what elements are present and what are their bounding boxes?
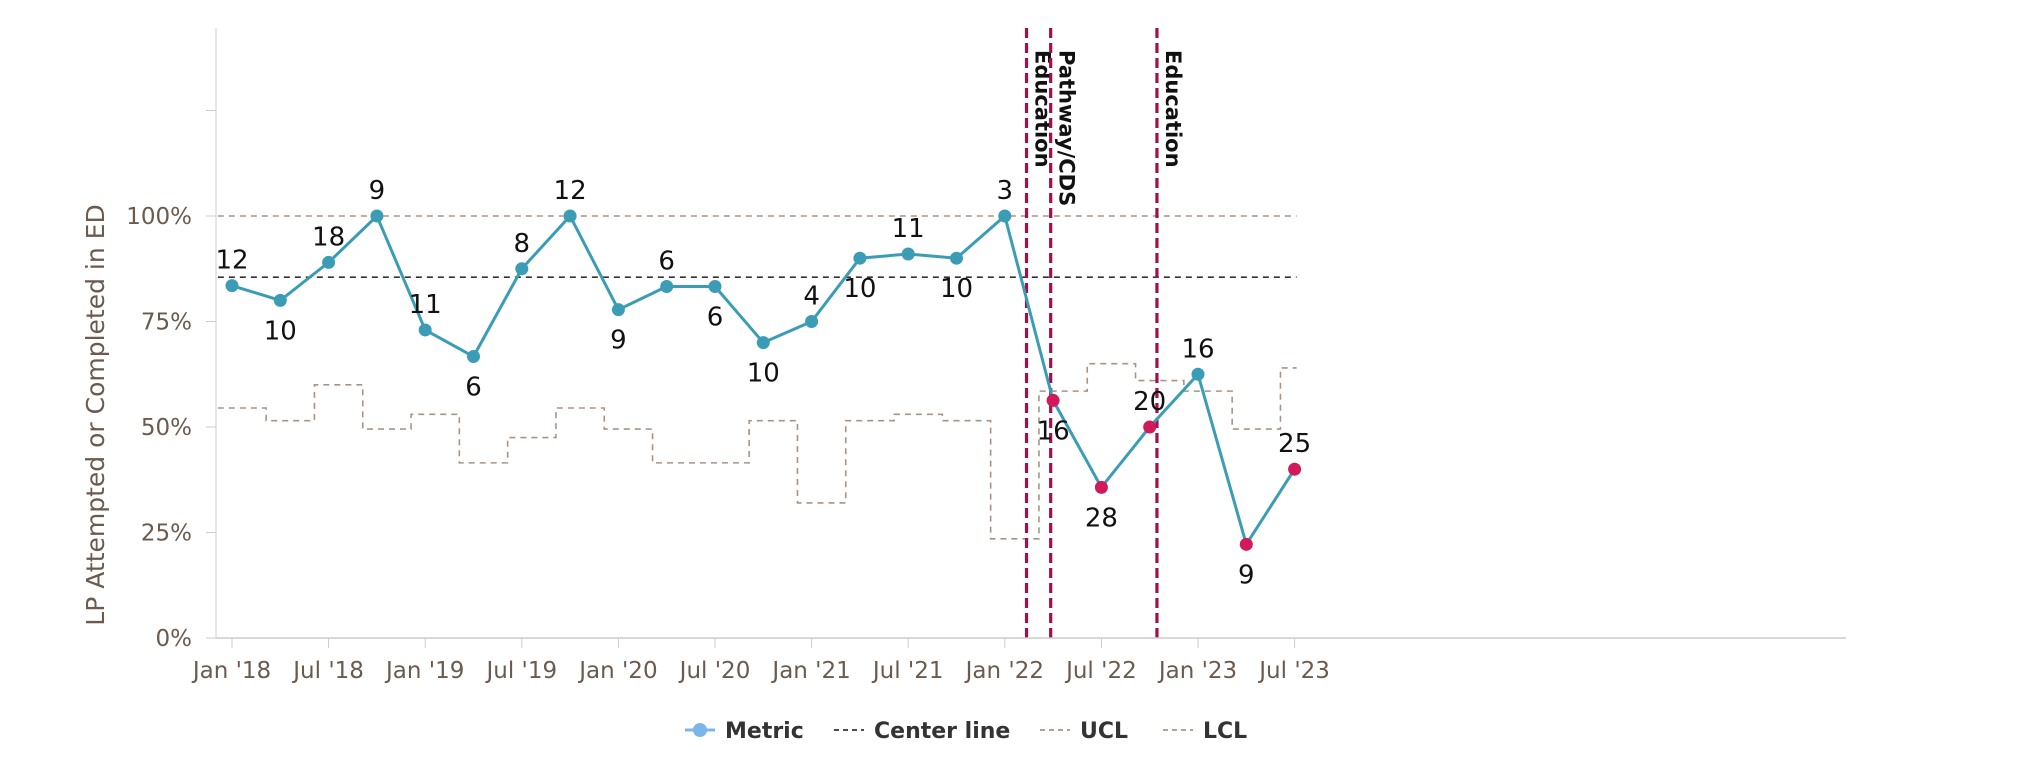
metric-point xyxy=(563,209,577,223)
legend-swatch-marker xyxy=(693,723,707,737)
y-tick-label: 75% xyxy=(141,310,192,336)
data-label: 6 xyxy=(658,246,675,276)
lcl-line xyxy=(217,362,1297,540)
metric-point xyxy=(950,251,963,265)
data-label: 6 xyxy=(465,373,482,403)
data-label: 8 xyxy=(514,229,531,259)
annotation-label: Pathway/CDS xyxy=(1055,50,1079,206)
metric-series xyxy=(225,209,1302,551)
x-tick-label: Jul '21 xyxy=(871,658,944,684)
x-tick-label: Jan '19 xyxy=(384,658,464,684)
legend-item-metric[interactable]: Metric xyxy=(685,719,804,744)
x-tick-label: Jul '22 xyxy=(1064,658,1137,684)
data-label: 3 xyxy=(997,176,1014,206)
metric-point xyxy=(901,247,915,261)
x-tick-label: Jul '19 xyxy=(484,658,557,684)
legend-label: UCL xyxy=(1080,719,1128,744)
metric-point xyxy=(322,255,336,269)
legend[interactable]: Metric Center line UCL LCL xyxy=(685,719,1247,744)
x-tick-label: Jan '22 xyxy=(964,658,1044,684)
data-label: 9 xyxy=(610,326,627,356)
data-label: 28 xyxy=(1085,503,1118,533)
data-labels: 12 10 18 9 11 6 8 12 9 6 6 10 4 10 11 10 3 16 28 20 16 9 25 xyxy=(215,176,1311,590)
metric-point xyxy=(515,262,529,276)
data-label: 10 xyxy=(264,316,297,346)
legend-label: LCL xyxy=(1203,719,1247,744)
metric-point xyxy=(1143,420,1157,434)
metric-point xyxy=(1191,367,1205,381)
x-tick-label: Jan '21 xyxy=(770,658,850,684)
metric-point xyxy=(853,251,867,265)
x-tick-label: Jan '18 xyxy=(191,658,271,684)
metric-point xyxy=(467,350,480,364)
y-tick-label: 100% xyxy=(126,204,192,230)
metric-point xyxy=(1094,480,1108,494)
data-label: 16 xyxy=(1037,416,1070,446)
metric-point xyxy=(1239,537,1253,551)
data-label: 12 xyxy=(215,246,248,276)
data-label: 11 xyxy=(409,290,442,320)
data-label: 18 xyxy=(312,222,345,252)
metric-point xyxy=(756,336,770,350)
metric-point xyxy=(708,279,722,293)
x-tick-label: Jan '20 xyxy=(577,658,657,684)
metric-point xyxy=(273,293,287,307)
axes: 0% 25% 50% 75% 100% Jan '18 Jul '18 Jan '19 Jul … xyxy=(126,28,1846,684)
metric-point xyxy=(805,315,819,328)
x-tick-label: Jan '23 xyxy=(1157,658,1237,684)
metric-point xyxy=(1288,462,1302,476)
data-label: 10 xyxy=(940,274,973,304)
annotation-label: Education xyxy=(1161,50,1185,168)
data-label: 16 xyxy=(1181,334,1214,364)
y-axis-title: LP Attempted or Completed in ED xyxy=(81,204,110,625)
metric-point xyxy=(998,209,1012,223)
metric-point xyxy=(418,323,432,337)
annotations: Education Pathway/CDS Education xyxy=(1024,28,1185,638)
control-limits xyxy=(217,215,1297,540)
data-label: 11 xyxy=(892,214,925,244)
x-tick-label: Jul '23 xyxy=(1257,658,1330,684)
data-label: 6 xyxy=(707,302,724,332)
data-label: 25 xyxy=(1278,429,1311,459)
legend-label: Center line xyxy=(874,719,1010,744)
x-tick-label: Jul '20 xyxy=(678,658,751,684)
data-label: 4 xyxy=(803,282,820,312)
data-label: 20 xyxy=(1133,387,1166,417)
data-label: 10 xyxy=(843,274,876,304)
metric-point xyxy=(1046,393,1060,407)
y-tick-label: 25% xyxy=(141,521,192,547)
data-label: 9 xyxy=(369,176,386,206)
metric-point xyxy=(611,303,625,317)
metric-point xyxy=(370,209,384,223)
x-tick-label: Jul '18 xyxy=(291,658,364,684)
legend-item-center[interactable]: Center line xyxy=(834,719,1010,744)
data-label: 12 xyxy=(554,176,587,206)
data-label: 9 xyxy=(1238,560,1255,590)
metric-point xyxy=(225,279,239,293)
data-label: 10 xyxy=(747,359,780,389)
legend-item-lcl[interactable]: LCL xyxy=(1163,719,1247,744)
legend-item-ucl[interactable]: UCL xyxy=(1040,719,1128,744)
legend-label: Metric xyxy=(725,719,804,744)
y-tick-label: 50% xyxy=(141,415,192,441)
metric-point xyxy=(660,279,674,293)
y-tick-label: 0% xyxy=(156,626,193,652)
